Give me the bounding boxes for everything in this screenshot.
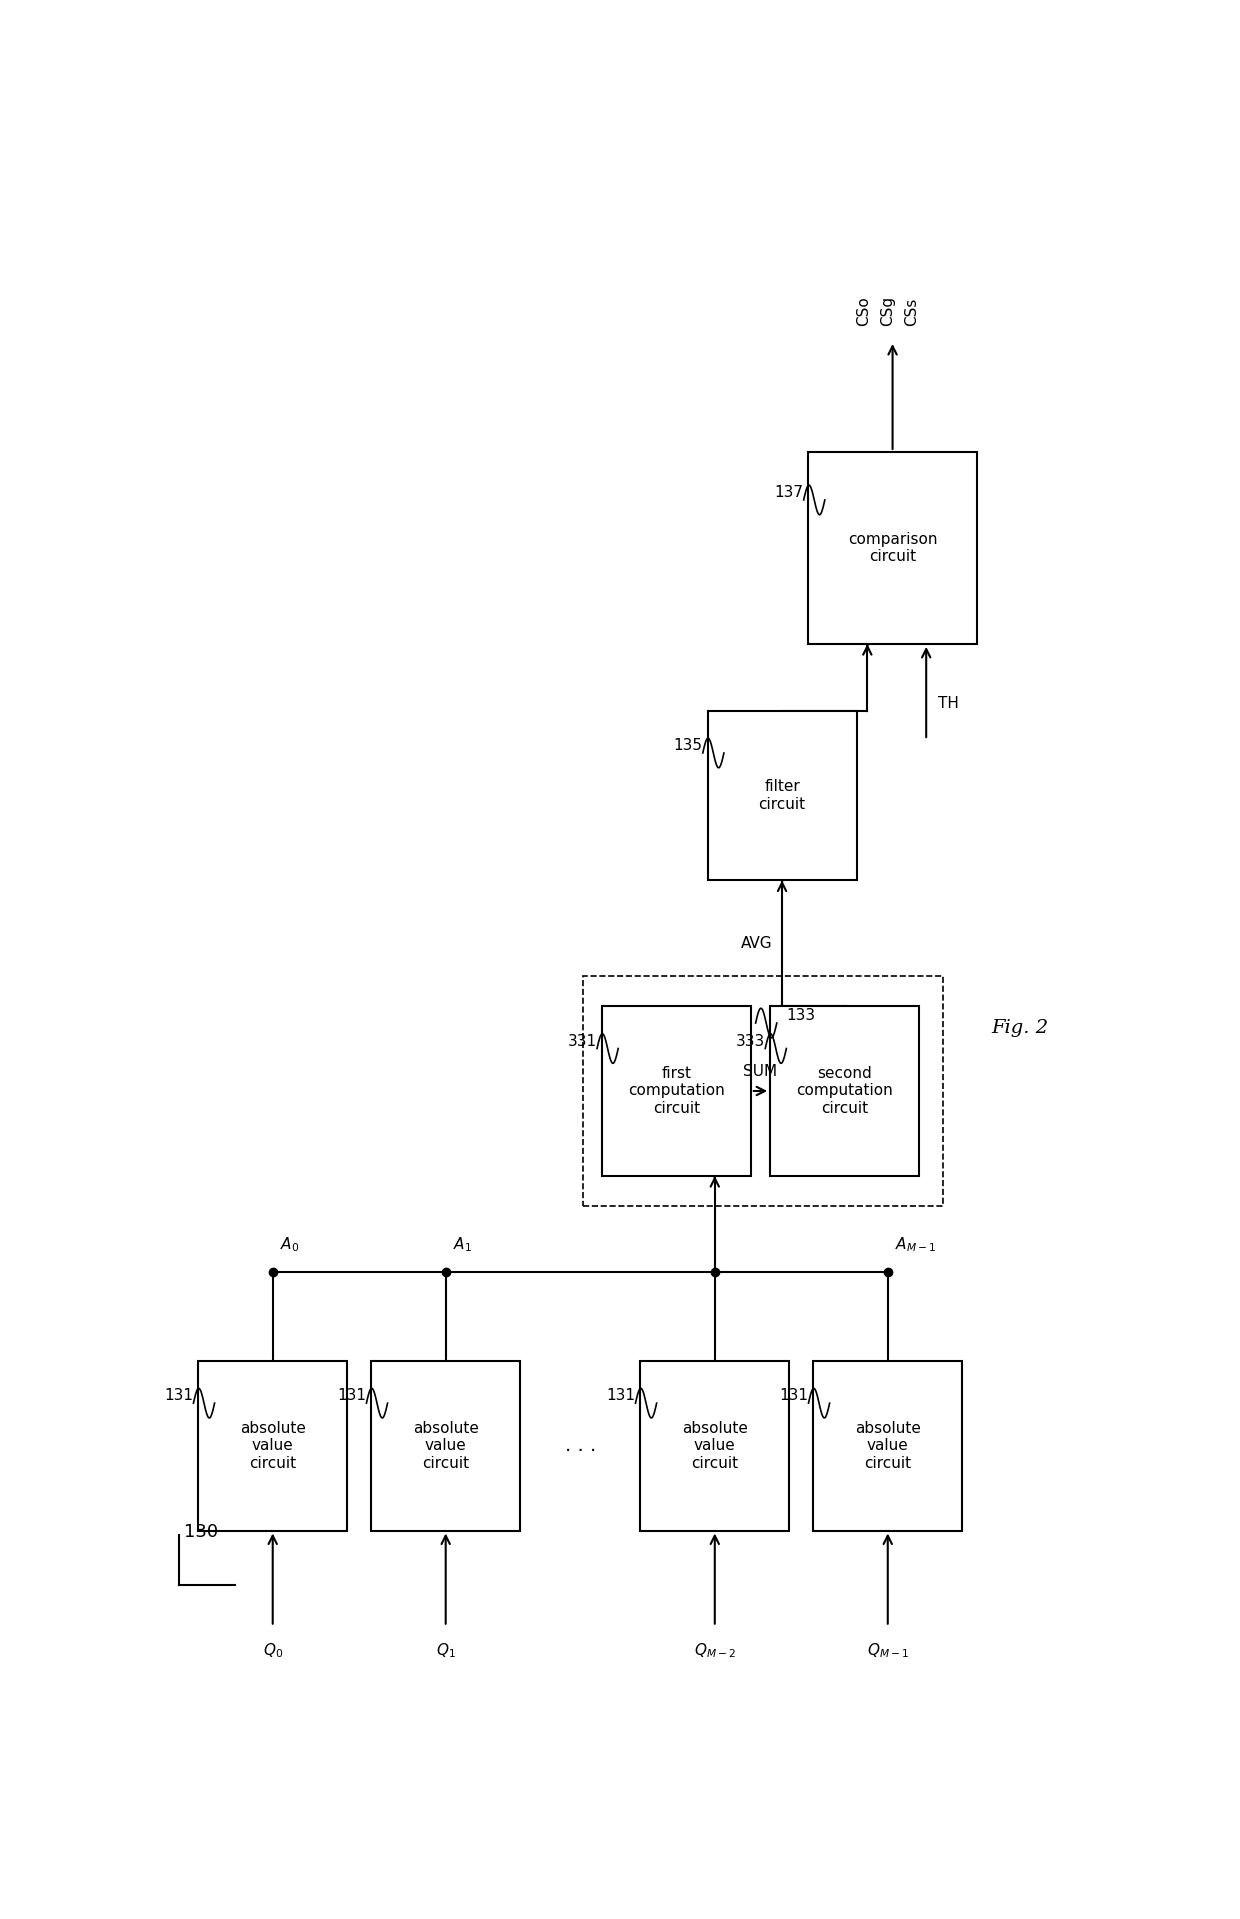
Text: filter
circuit: filter circuit [759, 779, 806, 812]
Bar [808, 453, 977, 645]
Text: 135: 135 [673, 739, 703, 752]
Text: first
computation
circuit: first computation circuit [627, 1067, 724, 1117]
Text: $A_{M-1}$: $A_{M-1}$ [895, 1236, 936, 1255]
Text: CSo: CSo [857, 297, 872, 326]
Bar [583, 977, 942, 1205]
Text: 331: 331 [568, 1034, 596, 1048]
Text: TH: TH [937, 695, 959, 710]
Text: absolute
value
circuit: absolute value circuit [239, 1420, 305, 1470]
Text: absolute
value
circuit: absolute value circuit [413, 1420, 479, 1470]
Text: comparison
circuit: comparison circuit [848, 532, 937, 564]
Text: 131: 131 [337, 1387, 367, 1403]
Text: $A_1$: $A_1$ [454, 1236, 472, 1255]
Bar [198, 1361, 347, 1531]
Text: $A_0$: $A_0$ [280, 1236, 300, 1255]
Text: 137: 137 [775, 486, 804, 501]
Text: AVG: AVG [740, 936, 773, 950]
Bar [601, 1006, 750, 1176]
Bar [708, 710, 857, 881]
Text: absolute
value
circuit: absolute value circuit [854, 1420, 920, 1470]
Text: 333: 333 [737, 1034, 765, 1048]
Bar [640, 1361, 790, 1531]
Text: 131: 131 [606, 1387, 635, 1403]
Text: second
computation
circuit: second computation circuit [796, 1067, 893, 1117]
Text: 131: 131 [780, 1387, 808, 1403]
Text: $Q_{M-2}$: $Q_{M-2}$ [694, 1641, 735, 1660]
Text: 130: 130 [184, 1524, 218, 1541]
Text: $Q_1$: $Q_1$ [435, 1641, 455, 1660]
Text: SUM: SUM [743, 1065, 777, 1078]
Text: . . .: . . . [564, 1435, 596, 1455]
Text: $Q_{M-1}$: $Q_{M-1}$ [867, 1641, 909, 1660]
Text: 131: 131 [165, 1387, 193, 1403]
Bar [770, 1006, 919, 1176]
Text: CSg: CSg [880, 296, 895, 326]
Text: $Q_0$: $Q_0$ [263, 1641, 283, 1660]
Text: CSs: CSs [904, 297, 919, 326]
Text: 133: 133 [786, 1007, 816, 1023]
Bar [813, 1361, 962, 1531]
Text: absolute
value
circuit: absolute value circuit [682, 1420, 748, 1470]
Bar [371, 1361, 521, 1531]
Text: Fig. 2: Fig. 2 [991, 1019, 1049, 1036]
